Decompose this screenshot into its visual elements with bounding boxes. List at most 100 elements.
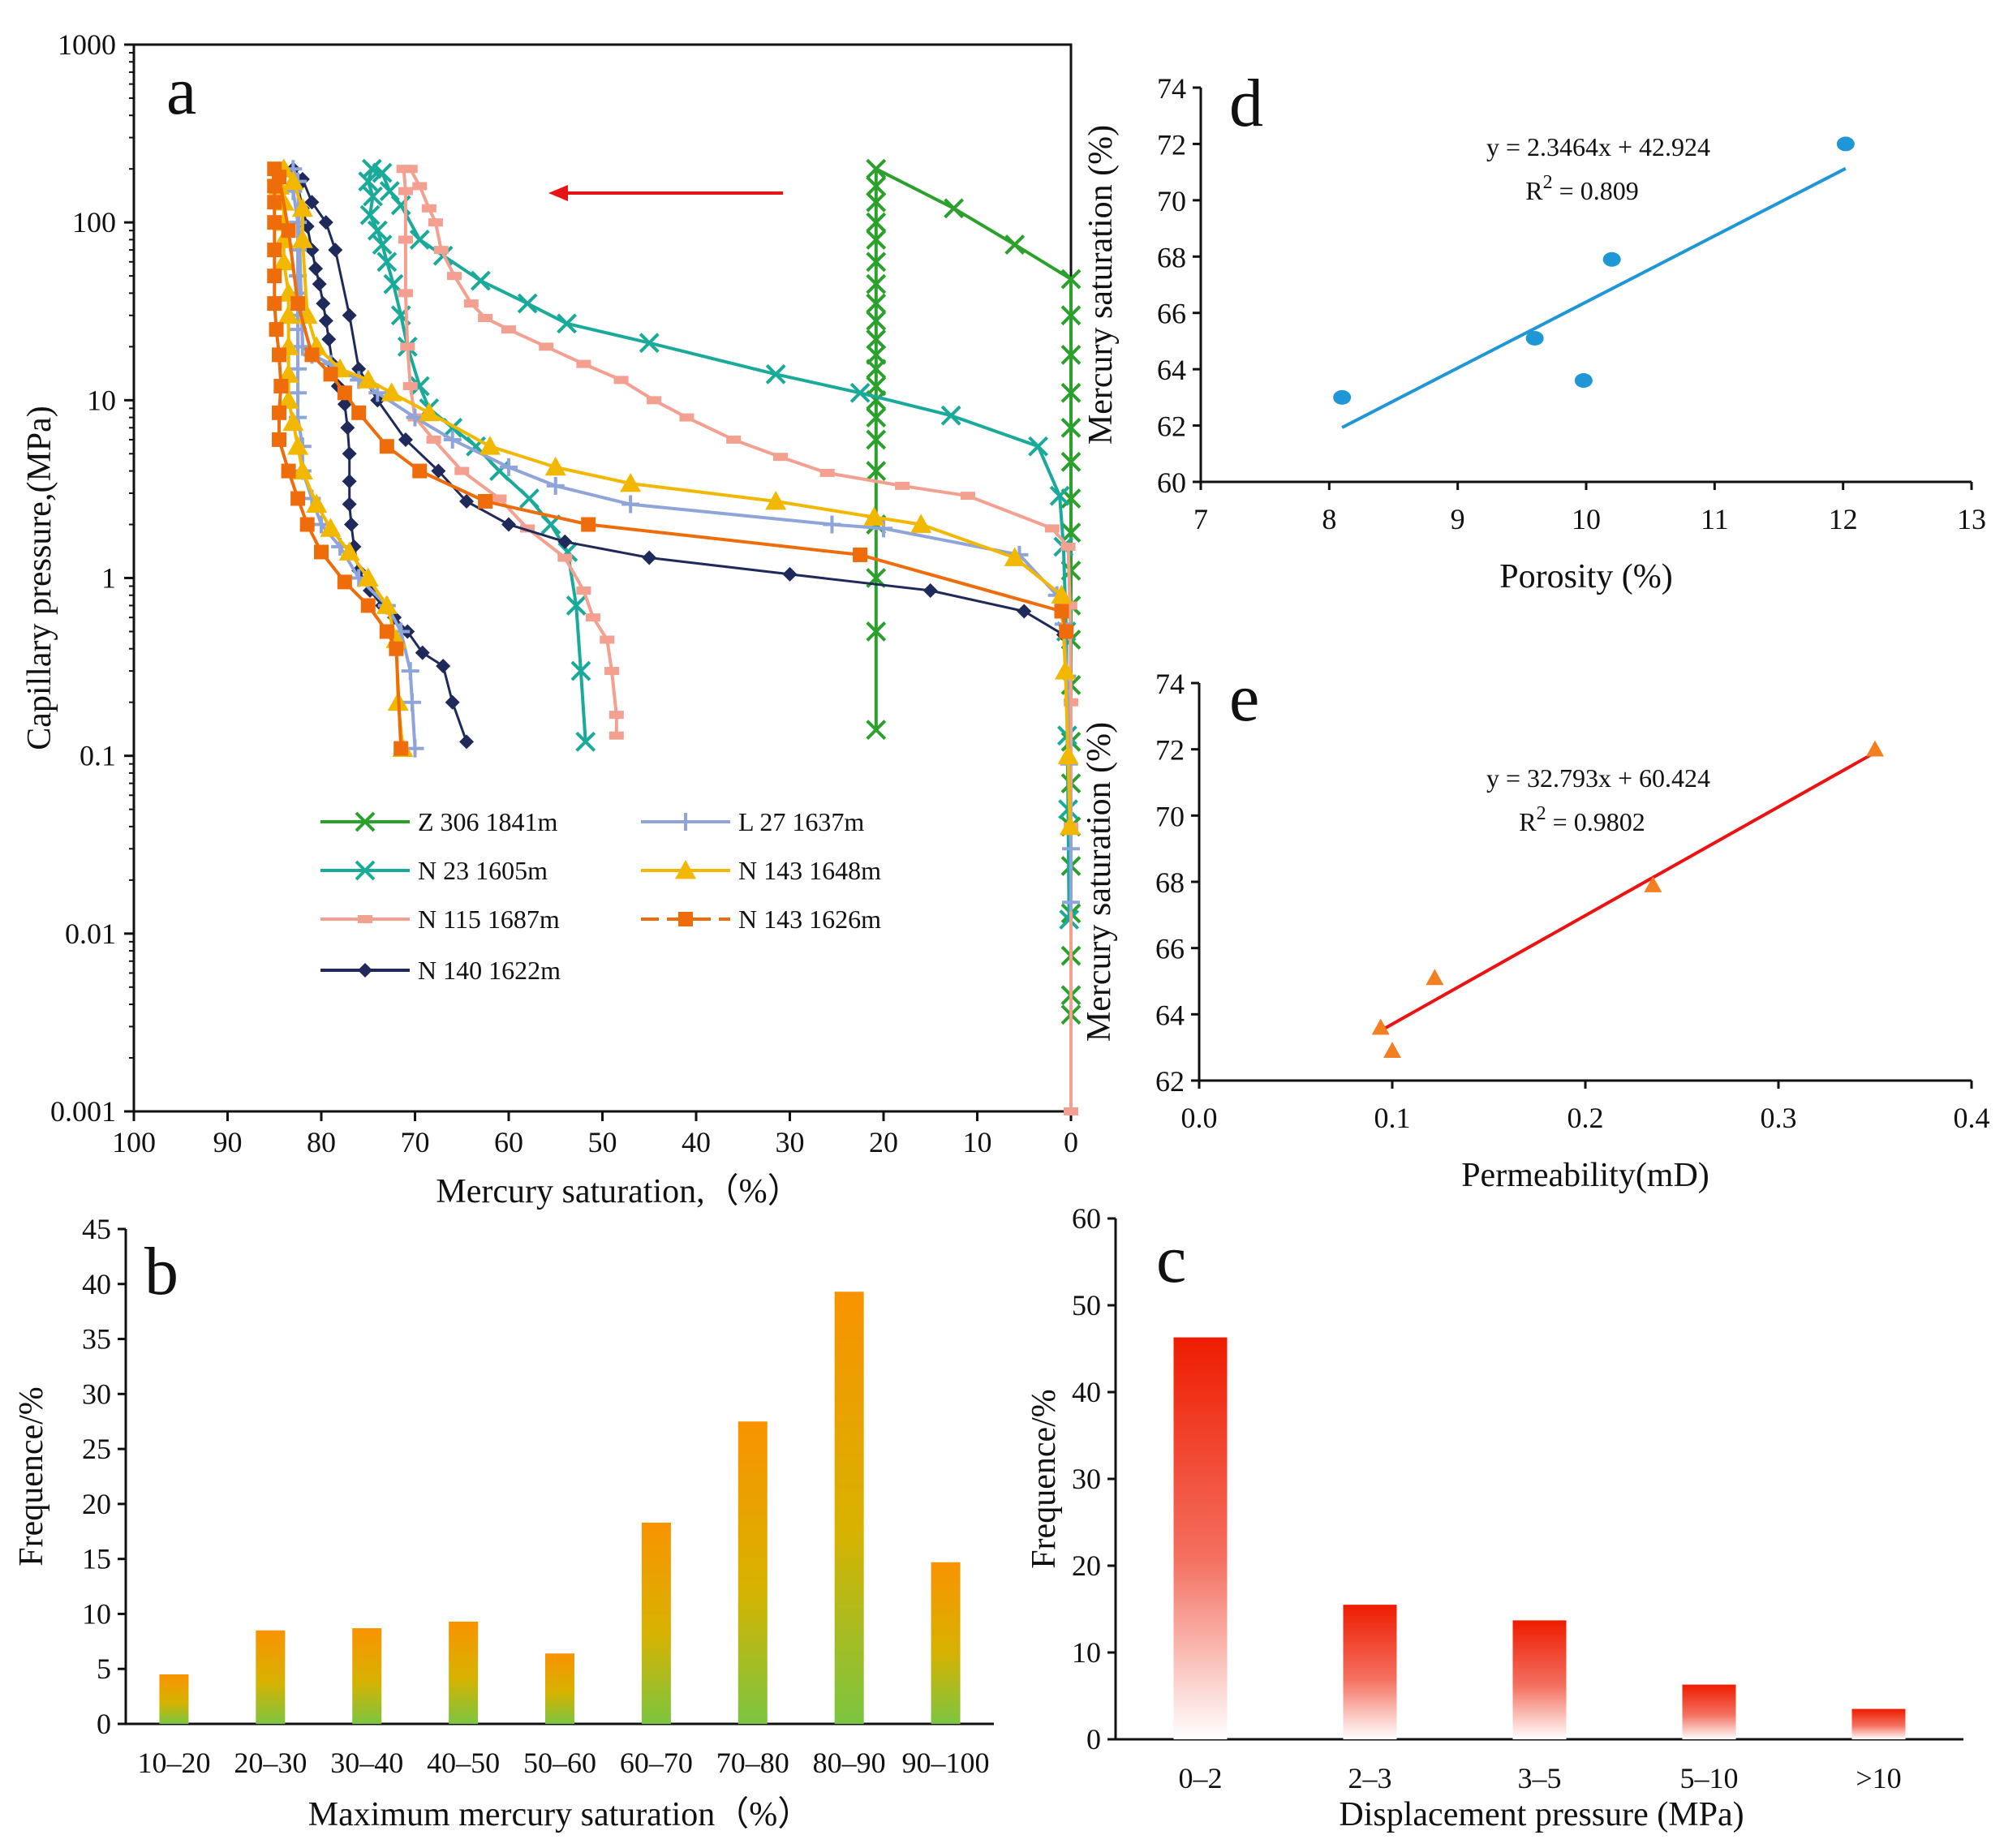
data-point	[379, 439, 394, 454]
data-point	[866, 191, 887, 213]
data-point	[1051, 584, 1073, 604]
x-tick-label: 10–20	[137, 1747, 210, 1779]
bar-20-30	[256, 1630, 286, 1724]
data-point	[273, 251, 295, 271]
x-tick-label: 90	[213, 1126, 243, 1158]
x-tick-label: 40–50	[427, 1747, 500, 1779]
data-point	[1836, 136, 1855, 152]
x-tick-label: 13	[1957, 503, 1986, 535]
data-point	[272, 405, 287, 420]
y-tick-label: 74	[1155, 668, 1185, 700]
x-tick-label: 5–10	[1680, 1762, 1739, 1794]
data-point	[320, 518, 342, 537]
y-tick-label: 1	[101, 562, 116, 595]
bar-30-40	[352, 1628, 382, 1724]
data-point	[960, 492, 975, 501]
data-point	[338, 541, 360, 561]
data-point	[267, 195, 282, 210]
x-tick-label: 3–5	[1518, 1762, 1562, 1794]
data-point	[454, 466, 470, 475]
data-point	[557, 534, 573, 549]
legend-swatch-marker	[675, 860, 696, 879]
x-tick-label: 50	[588, 1126, 617, 1158]
x-tick-label: 60	[494, 1126, 523, 1158]
data-point	[866, 212, 887, 233]
data-point	[304, 195, 320, 210]
data-point	[765, 490, 787, 510]
data-point	[357, 369, 379, 389]
data-point	[340, 420, 355, 436]
y-tick-label: 40	[82, 1268, 111, 1300]
data-point	[557, 553, 573, 562]
data-point	[426, 435, 441, 444]
data-point	[501, 325, 516, 334]
data-point	[306, 493, 328, 513]
x-axis-label: Mercury saturation,（%）	[436, 1173, 801, 1210]
data-point	[501, 517, 516, 532]
data-point	[1644, 876, 1662, 892]
y-tick-label: 60	[1157, 466, 1186, 499]
panel-b-max-saturation-histogram: 0 5 10 15 20 25 30 35 40 45 10–20 20–30 30–40 40–50 50…	[13, 1213, 994, 1833]
panel-letter: e	[1229, 660, 1259, 736]
y-tick-label: 64	[1157, 354, 1186, 386]
y-tick-label: 64	[1155, 999, 1185, 1031]
x-tick-label: 10	[963, 1126, 992, 1158]
data-point	[351, 361, 367, 376]
legend: Z 306 1841m N 23 1605m N 115 1687m N 140 16…	[320, 807, 881, 985]
data-point	[679, 413, 695, 422]
data-point	[328, 243, 343, 258]
r-squared: R2 = 0.9802	[1519, 803, 1645, 836]
data-point	[1060, 269, 1082, 290]
bar-10	[1851, 1708, 1906, 1739]
data-point	[436, 658, 451, 673]
data-point	[291, 229, 313, 248]
data-point	[381, 382, 402, 402]
panel-letter: a	[166, 54, 196, 129]
data-point	[282, 170, 304, 191]
data-point	[557, 313, 578, 334]
data-point	[389, 641, 404, 656]
legend-item-n-23-1605m: N 23 1605m	[320, 856, 548, 885]
data-point	[1525, 330, 1544, 346]
data-point	[358, 171, 379, 192]
panel-c-displacement-pressure-histogram: 0 10 20 30 40 50 60 0–2 2–3 3–5 5–10 >10 Displacemen…	[1026, 1202, 1963, 1833]
data-point	[447, 272, 462, 281]
x-tick-label: 10	[1572, 503, 1601, 535]
y-tick-label: 0.01	[65, 918, 116, 950]
data-point	[621, 495, 640, 514]
y-tick-label: 1000	[58, 28, 116, 61]
data-point	[445, 694, 460, 710]
data-point	[277, 363, 299, 383]
legend-item-l-27-1637m: L 27 1637m	[641, 807, 864, 836]
data-point	[1426, 969, 1444, 986]
data-point	[463, 299, 479, 308]
legend-swatch-marker	[358, 915, 372, 923]
data-point	[267, 269, 282, 284]
data-point	[273, 378, 289, 393]
data-point	[866, 376, 887, 397]
data-point	[459, 493, 475, 509]
data-point	[1017, 604, 1032, 619]
fit-equation: y = 2.3464x + 42.924	[1486, 132, 1710, 161]
y-tick-label: 68	[1157, 241, 1186, 273]
data-point	[277, 389, 299, 409]
data-point	[337, 385, 352, 401]
data-point	[361, 158, 382, 179]
bar-0-2	[1173, 1337, 1228, 1739]
data-point	[765, 363, 786, 385]
data-point	[360, 598, 376, 613]
legend-label: N 143 1648m	[738, 856, 881, 885]
x-tick-label: 8	[1322, 503, 1336, 535]
x-tick-label: 0.0	[1181, 1102, 1218, 1134]
y-tick-label: 66	[1155, 933, 1185, 965]
data-point	[1060, 305, 1082, 326]
x-axis-label: Porosity (%)	[1499, 558, 1673, 595]
y-tick-label: 62	[1155, 1065, 1185, 1098]
data-point	[304, 347, 320, 363]
series-z-306-1841m	[866, 158, 1082, 1025]
data-point	[866, 407, 887, 428]
data-point	[290, 296, 306, 312]
x-tick-label: 0.2	[1568, 1102, 1604, 1134]
data-point	[1004, 234, 1026, 255]
x-axis-label: Displacement pressure (MPa)	[1339, 1796, 1744, 1833]
